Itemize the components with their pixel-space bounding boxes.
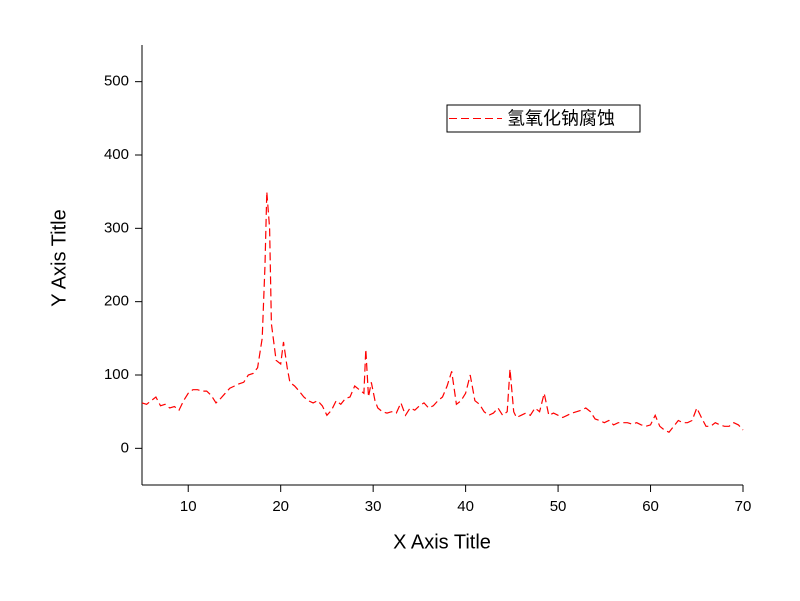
x-tick-label: 50 [550, 498, 567, 515]
y-tick-label: 500 [104, 73, 129, 90]
legend-label: 氢氧化钠腐蚀 [507, 108, 615, 128]
x-axis-title: X Axis Title [393, 531, 491, 553]
x-tick-label: 40 [457, 498, 474, 515]
y-tick-label: 300 [104, 219, 129, 236]
y-tick-label: 200 [104, 293, 129, 310]
x-tick-label: 20 [272, 498, 289, 515]
x-tick-label: 10 [180, 498, 197, 515]
y-tick-label: 0 [121, 439, 129, 456]
y-tick-label: 100 [104, 366, 129, 383]
x-tick-label: 70 [735, 498, 752, 515]
data-line [141, 191, 744, 433]
x-tick-label: 30 [365, 498, 382, 515]
x-tick-label: 60 [642, 498, 659, 515]
y-axis-title: Y Axis Title [48, 209, 70, 306]
y-tick-label: 400 [104, 146, 129, 163]
